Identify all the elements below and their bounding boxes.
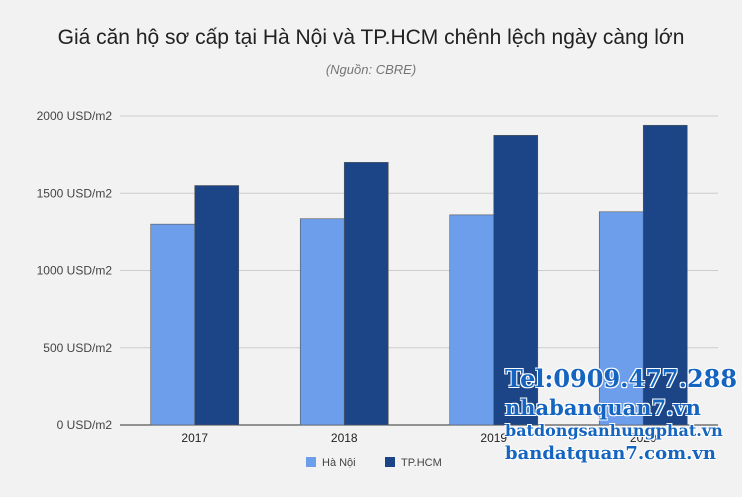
y-tick-label: 1000 USD/m2: [37, 264, 113, 278]
legend-swatch: [385, 457, 395, 467]
bar: [493, 135, 539, 426]
bar: [598, 211, 644, 426]
legend-label: TP.HCM: [401, 457, 442, 469]
bar: [299, 218, 345, 426]
y-tick-label: 0 USD/m2: [57, 418, 113, 432]
bar: [150, 223, 196, 426]
bar: [642, 124, 688, 426]
chart-title: Giá căn hộ sơ cấp tại Hà Nội và TP.HCM c…: [57, 26, 685, 49]
bar: [194, 185, 240, 426]
y-tick-label: 2000 USD/m2: [37, 109, 113, 123]
legend: Hà Nội TP.HCM: [306, 457, 442, 469]
legend-label: Hà Nội: [322, 457, 356, 469]
y-axis-ticks: 0 USD/m2 500 USD/m2 1000 USD/m2 1500 USD/m2…: [37, 109, 113, 432]
y-tick-label: 1500 USD/m2: [37, 186, 113, 200]
bar: [343, 162, 389, 426]
x-tick-label: 2020: [630, 431, 657, 445]
x-tick-label: 2017: [181, 431, 208, 445]
chart-subtitle: (Nguồn: CBRE): [325, 62, 417, 77]
x-axis-ticks: 2017 2018 2019 2020: [181, 431, 657, 445]
bars: [150, 124, 688, 426]
legend-swatch: [306, 457, 316, 467]
y-tick-label: 500 USD/m2: [43, 341, 112, 355]
x-tick-label: 2018: [331, 431, 358, 445]
bar: [449, 214, 495, 426]
x-tick-label: 2019: [480, 431, 507, 445]
